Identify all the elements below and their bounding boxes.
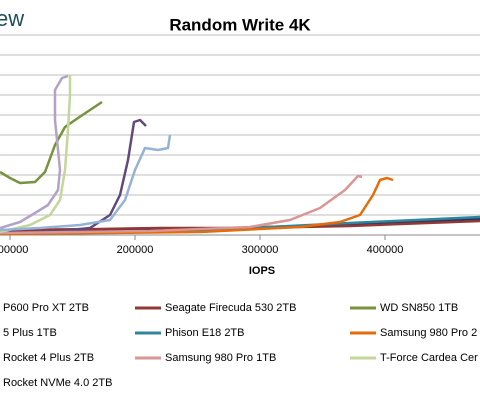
series-line [0, 118, 147, 235]
series-line [0, 74, 69, 230]
watermark: ew [0, 6, 24, 31]
legend-label: Rocket NVMe 4.0 2TB [3, 377, 112, 389]
series-line [0, 100, 103, 185]
x-tick-label: 100000 [0, 244, 28, 256]
x-tick-label: 400000 [367, 244, 404, 256]
series-line [0, 134, 172, 232]
legend-label: WD SN850 1TB [380, 302, 458, 314]
legend-label: Seagate Firecuda 530 2TB [165, 302, 296, 314]
x-tick-label: 300000 [242, 244, 279, 256]
legend-label: P600 Pro XT 2TB [3, 302, 89, 314]
series-line [0, 176, 394, 236]
chart-title: Random Write 4K [169, 15, 311, 34]
legend-label: Samsung 980 Pro 2 [380, 327, 477, 339]
x-axis-title: IOPS [249, 265, 275, 277]
series-line [0, 174, 363, 235]
legend-label: 5 Plus 1TB [3, 327, 57, 339]
series-line [0, 75, 72, 234]
x-tick-label: 200000 [117, 244, 154, 256]
legend-label: Phison E18 2TB [165, 327, 245, 339]
legend-label: T-Force Cardea Cer [380, 352, 478, 364]
legend-label: Samsung 980 Pro 1TB [165, 352, 276, 364]
legend-label: Rocket 4 Plus 2TB [3, 352, 94, 364]
